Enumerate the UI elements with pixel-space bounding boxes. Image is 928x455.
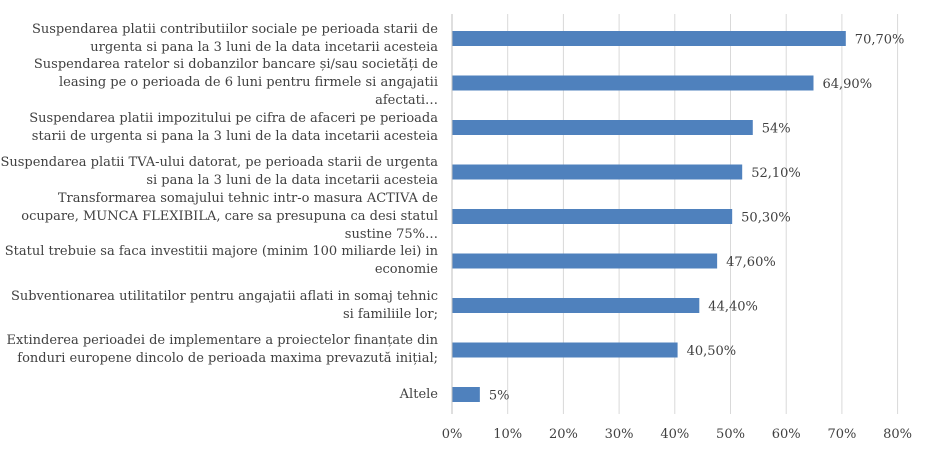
- category-label: Suspendarea platii contributiilor social…: [31, 21, 438, 55]
- bar: [452, 209, 733, 224]
- data-label: 54%: [762, 122, 791, 137]
- x-tick-label: 60%: [772, 427, 801, 442]
- category-label: Altele: [399, 386, 438, 402]
- category-label: Transformarea somajului tehnic intr-o ma…: [21, 190, 438, 242]
- data-label: 64,90%: [822, 77, 872, 92]
- data-label: 50,30%: [741, 211, 791, 226]
- data-label: 5%: [489, 389, 510, 404]
- bar: [452, 75, 814, 91]
- category-label: Statul trebuie sa faca investitii majore…: [4, 244, 438, 277]
- x-tick-label: 80%: [883, 427, 912, 442]
- data-label: 40,50%: [687, 344, 737, 359]
- data-label: 52,10%: [751, 166, 801, 181]
- data-label: 47,60%: [726, 255, 776, 270]
- x-tick-label: 50%: [716, 427, 745, 442]
- x-tick-label: 20%: [549, 427, 578, 442]
- bar: [452, 253, 718, 269]
- data-label: 44,40%: [708, 300, 758, 315]
- bar: [452, 298, 700, 313]
- x-tick-label: 40%: [660, 427, 689, 442]
- bar: [452, 164, 743, 180]
- category-label: Subventionarea utilitatilor pentru angaj…: [10, 288, 438, 322]
- x-tick-label: 70%: [827, 427, 856, 442]
- x-tick-label: 10%: [493, 427, 522, 442]
- data-label: 70,70%: [855, 33, 905, 48]
- bar: [452, 342, 678, 358]
- category-label: Suspendarea platii impozitului pe cifra …: [29, 110, 438, 144]
- x-tick-label: 0%: [442, 427, 463, 442]
- bar: [452, 387, 480, 402]
- category-label: Suspendarea ratelor si dobanzilor bancar…: [33, 57, 438, 108]
- x-tick-label: 30%: [605, 427, 634, 442]
- bar: [452, 120, 753, 135]
- category-label: Extinderea perioadei de implementare a p…: [6, 333, 438, 366]
- bar: [452, 31, 846, 46]
- category-label: Suspendarea platii TVA-ului datorat, pe …: [0, 155, 438, 188]
